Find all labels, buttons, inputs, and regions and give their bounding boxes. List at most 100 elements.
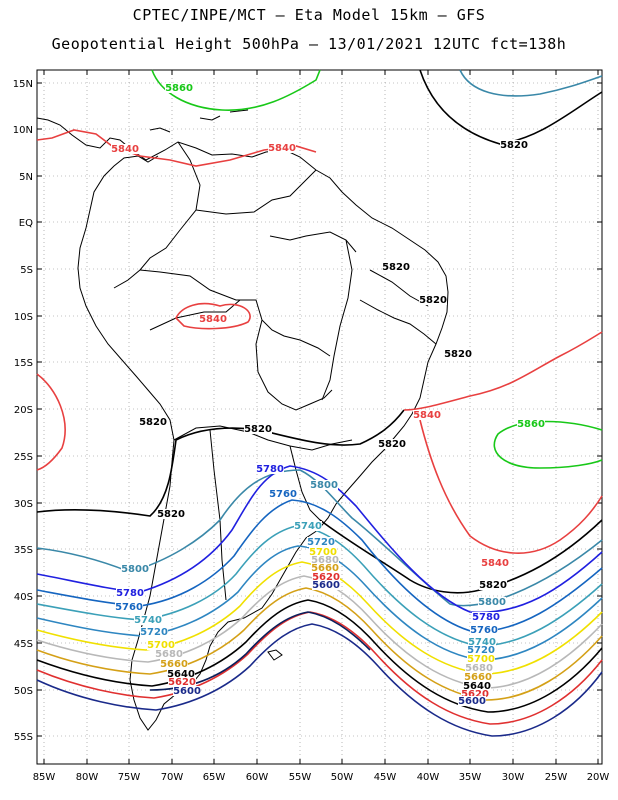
contour-label-bg [173,686,201,696]
map-ticks [37,70,602,764]
contour-5840-amazon [175,302,251,330]
contour-label-5820: 5820 [157,509,185,520]
contour-label-bg [465,663,493,673]
contour-label-5620: 5620 [461,689,489,700]
contour-label-bg [157,509,185,519]
contour-label-bg [147,640,175,650]
contour-label-bg [464,672,492,682]
contour-label-bg [461,689,489,699]
contour-label-bg [413,410,441,420]
contour-5860-east [493,420,603,469]
contour-label-bg [268,143,296,153]
contour-label-bg [134,615,162,625]
contour-label-5820: 5820 [382,262,410,273]
contour-label-bg [269,489,297,499]
contour-5580 [149,611,371,691]
contour-label-bg [470,625,498,635]
contour-label-bg [458,696,486,706]
contour-label-5860: 5860 [165,83,193,94]
contour-label-bg [463,681,491,691]
lon-label: 80W [76,772,99,783]
contour-label-bg [307,537,335,547]
contour-label-bg [155,649,183,659]
contour-label-bg [472,612,500,622]
contour-label-bg [121,564,149,574]
lon-label: 75W [118,772,141,783]
lon-label: 25W [545,772,568,783]
contour-label-5820: 5820 [419,295,447,306]
contour-label-bg [140,627,168,637]
contour-label-5820: 5820 [500,140,528,151]
contour-lines [36,69,603,737]
contour-label-bg [244,424,272,434]
contour-5800-north [459,69,603,97]
contour-label-5680: 5680 [465,663,493,674]
contour-label-5620: 5620 [312,572,340,583]
lon-label: 70W [161,772,184,783]
contour-label-5740: 5740 [134,615,162,626]
contour-label-bg [478,597,506,607]
contour-label-bg [116,588,144,598]
contour-label-5820: 5820 [139,417,167,428]
contour-label-bg [160,659,188,669]
contour-label-bg [139,417,167,427]
lat-label: 15S [14,358,33,369]
contour-label-5780: 5780 [472,612,500,623]
contour-label-bg [312,572,340,582]
contour-5660 [36,587,603,701]
contour-label-5740: 5740 [294,521,322,532]
contour-label-5820: 5820 [244,424,272,435]
contour-label-bg [310,480,338,490]
contour-label-5640: 5640 [167,669,195,680]
contour-label-5620: 5620 [168,677,196,688]
contour-label-5700: 5700 [147,640,175,651]
contour-label-bg [382,262,410,272]
lat-label: 55S [14,732,33,743]
contour-label-5760: 5760 [115,602,143,613]
contour-label-bg [481,558,509,568]
contour-label-5760: 5760 [470,625,498,636]
contour-label-bg [256,464,284,474]
contour-label-5820: 5820 [444,349,472,360]
lat-label: 10N [13,125,33,136]
contour-label-5860: 5860 [517,419,545,430]
contour-label-bg [111,144,139,154]
contour-label-5680: 5680 [311,555,339,566]
contour-label-5720: 5720 [467,645,495,656]
contour-label-5660: 5660 [160,659,188,670]
contour-label-5800: 5800 [478,597,506,608]
contour-label-bg [467,654,495,664]
contour-label-5600: 5600 [173,686,201,697]
contour-5840-east [403,331,603,411]
contour-label-bg [479,580,507,590]
contour-label-5820: 5820 [479,580,507,591]
contour-label-bg [165,83,193,93]
lat-label: 40S [14,592,33,603]
contour-label-bg [199,314,227,324]
contour-label-bg [115,602,143,612]
lat-label: 5N [19,172,33,183]
contour-label-5600: 5600 [312,580,340,591]
contour-label-5840: 5840 [268,143,296,154]
contour-label-bg [468,637,496,647]
contour-label-5840: 5840 [111,144,139,155]
contour-label-5720: 5720 [307,537,335,548]
lon-label: 20W [587,772,610,783]
contour-5600 [36,623,603,737]
contour-5840-west [36,373,66,471]
lat-label: 50S [14,686,33,697]
contour-label-5640: 5640 [463,681,491,692]
contour-label-5820: 5820 [378,439,406,450]
lat-label: 30S [14,499,33,510]
map-title-line2: Geopotential Height 500hPa – 13/01/2021 … [51,35,567,53]
contour-label-5660: 5660 [311,563,339,574]
contour-label-5780: 5780 [256,464,284,475]
contour-label-5680: 5680 [155,649,183,660]
lon-label: 45W [374,772,397,783]
map-title-line1: CPTEC/INPE/MCT – Eta Model 15km – GFS [132,6,486,24]
lon-label: 35W [459,772,482,783]
lat-label: 35S [14,545,33,556]
contour-label-5840: 5840 [413,410,441,421]
lat-label: 25S [14,452,33,463]
